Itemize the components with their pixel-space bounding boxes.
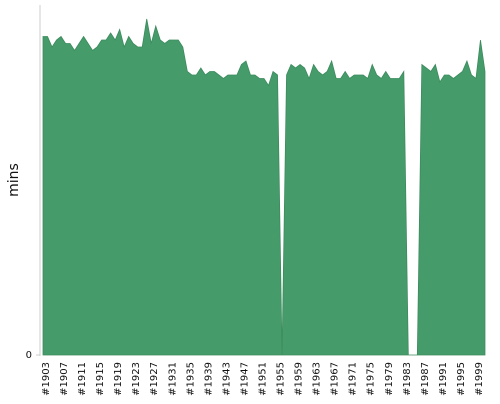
x-tick-label: #1907 (59, 362, 70, 396)
x-tick-label: #1947 (239, 362, 250, 396)
x-tick-label: #1999 (474, 362, 485, 396)
x-tick-label: #1927 (149, 362, 160, 396)
x-tick-label: #1951 (257, 362, 268, 396)
x-tick-label: #1935 (185, 362, 196, 396)
x-tick-label: #1995 (456, 362, 467, 396)
x-tick-label: #1923 (131, 362, 142, 396)
x-tick-label: #1919 (113, 362, 124, 396)
x-tick-label: #1971 (348, 362, 359, 396)
x-tick-label: #1915 (95, 362, 106, 396)
x-tick-label: #1963 (312, 362, 323, 396)
y-tick-label: 0 (26, 350, 32, 361)
x-tick-label: #1911 (77, 362, 88, 396)
x-tick-label: #1983 (402, 362, 413, 396)
x-tick-label: #1959 (294, 362, 305, 396)
y-axis-label: mins (6, 163, 22, 197)
x-tick-label: #1931 (167, 362, 178, 396)
x-tick-label: #1991 (438, 362, 449, 396)
area (42, 18, 486, 356)
x-tick-label: #1975 (366, 362, 377, 396)
x-tick-label: #1967 (330, 362, 341, 396)
x-tick-label: #1979 (384, 362, 395, 396)
x-tick-label: #1943 (221, 362, 232, 396)
x-tick-label: #1955 (276, 362, 287, 396)
x-tick-label: #1939 (203, 362, 214, 396)
x-tick-label: #1987 (420, 362, 431, 396)
x-tick-label: #1903 (41, 362, 52, 396)
